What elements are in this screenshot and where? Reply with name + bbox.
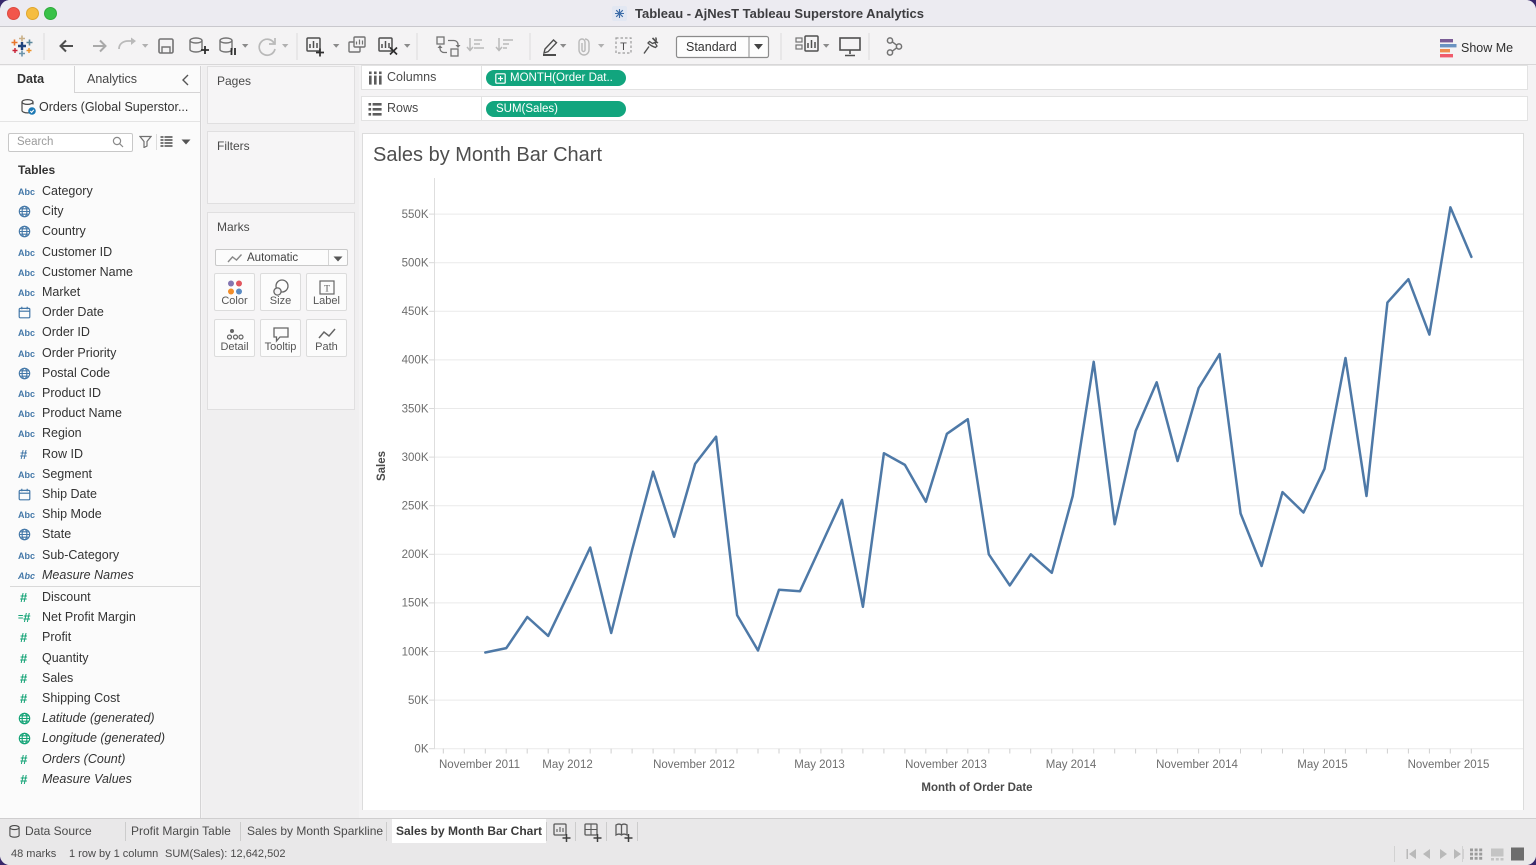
svg-text:November 2013: November 2013 [905, 759, 987, 771]
svg-text:150K: 150K [402, 598, 429, 610]
svg-text:250K: 250K [402, 501, 429, 513]
svg-text:100K: 100K [402, 646, 429, 658]
svg-text:50K: 50K [408, 695, 429, 707]
svg-text:0K: 0K [414, 744, 428, 756]
svg-text:November 2014: November 2014 [1156, 759, 1238, 771]
svg-text:350K: 350K [402, 403, 429, 415]
svg-text:200K: 200K [402, 549, 429, 561]
svg-text:T: T [620, 41, 627, 53]
svg-text:300K: 300K [402, 452, 429, 464]
svg-text:500K: 500K [402, 258, 429, 270]
svg-text:November 2015: November 2015 [1408, 759, 1490, 771]
svg-text:May 2014: May 2014 [1046, 759, 1097, 771]
svg-text:May 2015: May 2015 [1297, 759, 1348, 771]
svg-text:Month of Order Date: Month of Order Date [921, 782, 1032, 794]
svg-text:Sales: Sales [376, 451, 388, 481]
svg-text:May 2013: May 2013 [794, 759, 845, 771]
svg-text:November 2012: November 2012 [653, 759, 735, 771]
svg-text:400K: 400K [402, 355, 429, 367]
svg-text:550K: 550K [402, 209, 429, 221]
svg-text:Show Me: Show Me [1461, 41, 1513, 55]
svg-text:Standard: Standard [686, 40, 737, 54]
svg-text:May 2012: May 2012 [542, 759, 593, 771]
svg-text:T: T [324, 285, 330, 295]
svg-text:450K: 450K [402, 306, 429, 318]
svg-text:November 2011: November 2011 [439, 759, 520, 771]
